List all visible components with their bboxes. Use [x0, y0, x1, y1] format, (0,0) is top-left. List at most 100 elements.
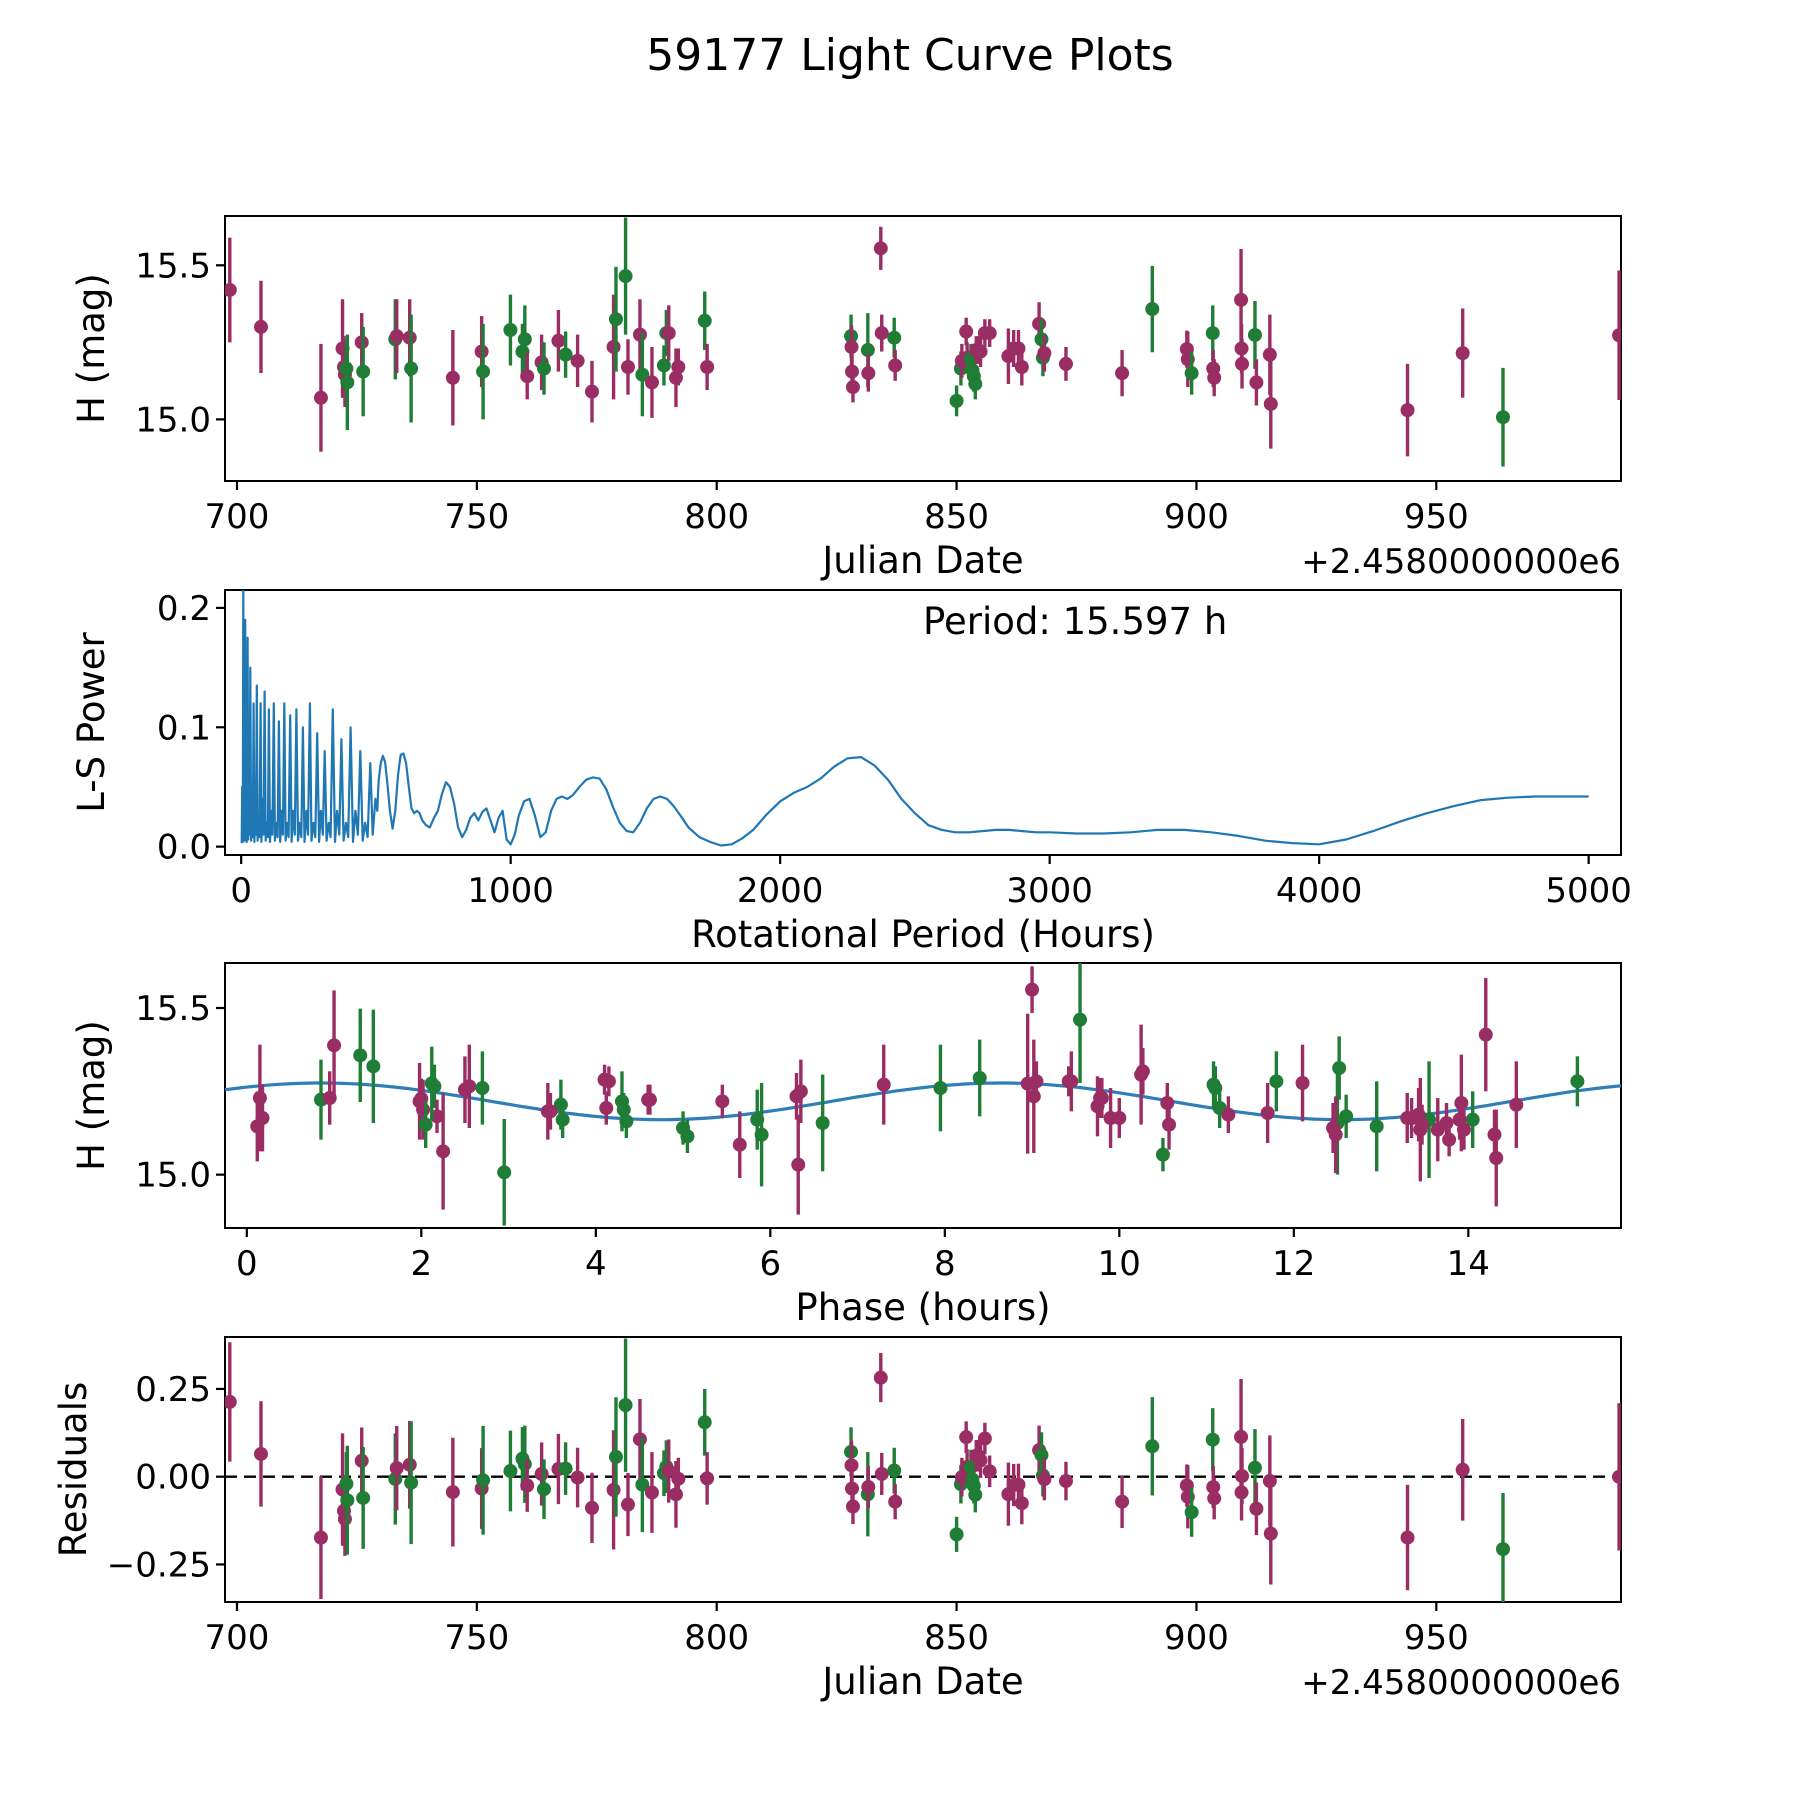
data-point [977, 1431, 992, 1446]
data-point [1115, 366, 1130, 381]
lightcurve-y-tick-label: 15.0 [135, 400, 211, 440]
data-point [700, 359, 715, 374]
data-point [313, 1530, 328, 1545]
data-point [436, 1144, 451, 1159]
lightcurve-x-axis-label: Julian Date [820, 539, 1023, 582]
data-point [424, 1076, 439, 1091]
data-point [608, 1449, 623, 1464]
data-point [1262, 347, 1277, 362]
data-point [606, 1482, 621, 1497]
data-point [553, 1097, 568, 1112]
data-point [1020, 1076, 1035, 1091]
data-point [1135, 1064, 1150, 1079]
data-point [1061, 1074, 1076, 1089]
data-point [253, 1446, 268, 1461]
data-point [1247, 1460, 1262, 1475]
data-point [1234, 292, 1249, 307]
data-point [475, 1081, 490, 1095]
periodogram-y-tick-label: 0.0 [157, 828, 211, 868]
data-point [366, 1059, 381, 1074]
lightcurve-axes-frame [224, 215, 1622, 482]
data-point [1247, 327, 1262, 342]
data-point [356, 364, 371, 379]
data-point [968, 376, 983, 391]
data-point [322, 1091, 337, 1105]
phase-x-tick-label: 4 [585, 1244, 607, 1284]
data-point [1115, 1494, 1130, 1509]
data-point [982, 326, 997, 341]
phase-data-points [250, 963, 1585, 1226]
phase-x-tick-label: 12 [1272, 1244, 1315, 1284]
data-point [313, 390, 328, 405]
data-point [445, 370, 460, 385]
data-point [543, 1104, 558, 1119]
data-point [618, 1398, 633, 1413]
data-point [555, 1112, 570, 1127]
data-point [789, 1089, 804, 1104]
periodogram-y-tick-label: 0.2 [157, 589, 211, 629]
data-point [252, 1091, 267, 1105]
data-point [1234, 1429, 1249, 1444]
data-point [616, 1102, 631, 1117]
data-point [1442, 1132, 1457, 1147]
data-point [517, 1457, 532, 1472]
data-point [620, 1497, 635, 1512]
data-point [520, 1478, 535, 1493]
data-point [861, 366, 876, 381]
data-point [476, 1473, 491, 1488]
data-point [861, 1480, 876, 1495]
residuals-x-tick-label: 950 [1404, 1618, 1469, 1658]
data-point [503, 323, 518, 338]
data-point [700, 1471, 715, 1486]
data-point [1235, 356, 1250, 371]
data-point [1400, 1111, 1415, 1125]
data-point [635, 367, 650, 382]
phase-x-tick-label: 10 [1098, 1244, 1141, 1284]
data-point [949, 1527, 964, 1542]
data-point [968, 1487, 983, 1502]
data-point [457, 1082, 472, 1097]
data-point [250, 1119, 265, 1134]
data-point [430, 1109, 445, 1124]
phase-x-axis-label: Phase (hours) [795, 1286, 1050, 1329]
data-point [1400, 403, 1415, 418]
data-point [642, 1092, 657, 1107]
data-point [873, 1370, 888, 1385]
data-point [1221, 1107, 1236, 1122]
data-point [845, 380, 860, 395]
data-point [845, 1481, 860, 1496]
data-point [1455, 1462, 1470, 1477]
data-point [1465, 1112, 1480, 1127]
data-point [1014, 1496, 1029, 1511]
data-point [671, 359, 686, 374]
lightcurve-x-axis-offset: +2.4580000000e6 [1301, 542, 1621, 582]
data-point [1295, 1076, 1310, 1090]
data-point [845, 1499, 860, 1514]
data-point [632, 1432, 647, 1447]
data-point [619, 1114, 634, 1129]
data-point [1439, 1116, 1454, 1130]
lightcurve-y-axis-label: H (mag) [70, 273, 113, 424]
data-point [599, 1101, 614, 1115]
data-point [1369, 1119, 1384, 1134]
lightcurve-x-tick-label: 750 [444, 497, 509, 537]
data-point [1249, 1501, 1264, 1516]
data-point [1184, 1505, 1199, 1520]
periodogram-x-tick-label: 5000 [1545, 871, 1632, 911]
periodogram-x-tick-label: 2000 [737, 871, 824, 911]
data-point [697, 313, 712, 328]
data-point [1478, 1027, 1493, 1042]
data-point [551, 333, 566, 348]
data-point [404, 361, 419, 376]
data-point [620, 359, 635, 374]
data-point [327, 1038, 342, 1053]
periodogram-x-tick-label: 3000 [1006, 871, 1093, 911]
data-point [1332, 1061, 1347, 1075]
residuals-axes-frame [224, 1336, 1622, 1603]
data-point [933, 1081, 948, 1095]
data-point [1489, 1151, 1504, 1165]
data-point [791, 1157, 806, 1172]
data-point [1454, 1096, 1469, 1110]
data-point [680, 1129, 695, 1144]
